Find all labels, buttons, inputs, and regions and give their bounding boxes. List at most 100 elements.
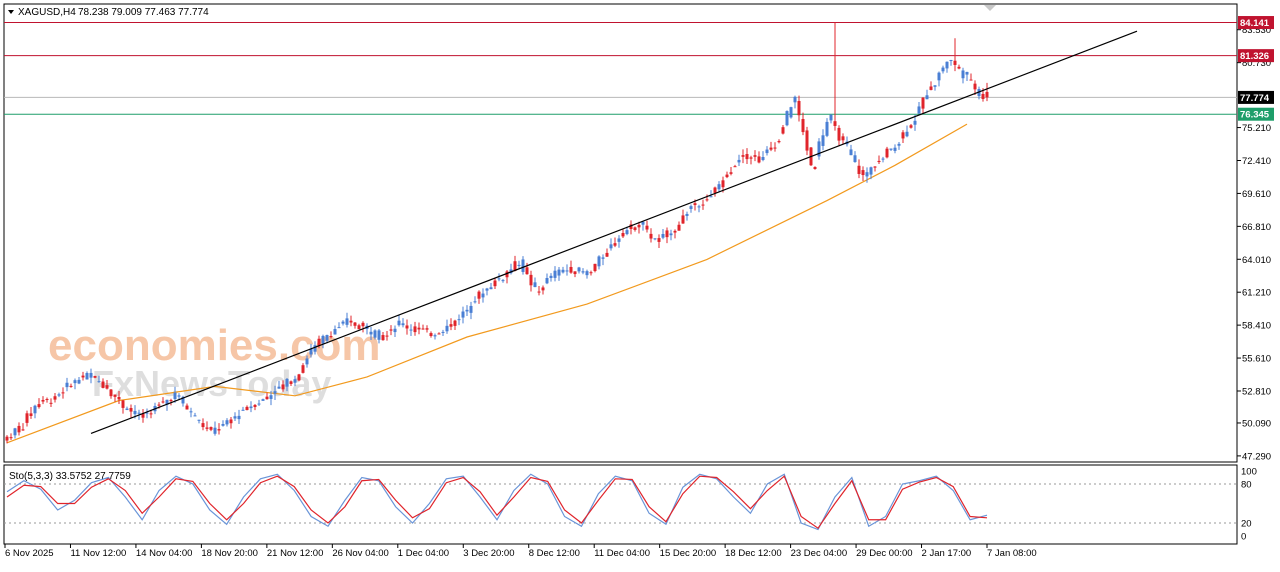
candle bbox=[961, 67, 965, 84]
candle-body bbox=[777, 141, 781, 143]
candle-body bbox=[57, 394, 61, 396]
candle bbox=[481, 288, 485, 303]
candle-body bbox=[677, 224, 681, 231]
candle-body bbox=[757, 156, 761, 163]
candle bbox=[545, 273, 549, 285]
candle-body bbox=[413, 326, 417, 333]
candle bbox=[121, 399, 125, 414]
candle-body bbox=[37, 404, 41, 408]
candle bbox=[801, 112, 805, 136]
candle bbox=[869, 166, 873, 180]
price-pane[interactable] bbox=[3, 3, 1238, 463]
candle bbox=[937, 71, 941, 87]
candle bbox=[57, 392, 61, 398]
candle bbox=[489, 282, 493, 290]
candle-body bbox=[401, 323, 405, 326]
candle bbox=[897, 141, 901, 150]
candle bbox=[357, 323, 361, 330]
chart-shift-marker-icon[interactable] bbox=[984, 5, 996, 11]
candle bbox=[933, 85, 937, 91]
candle-body bbox=[361, 322, 365, 327]
candle bbox=[401, 318, 405, 328]
candle-body bbox=[969, 79, 973, 81]
candle-body bbox=[537, 291, 541, 293]
candle bbox=[577, 266, 581, 274]
candle-body bbox=[897, 143, 901, 146]
candle-body bbox=[193, 415, 197, 417]
candle bbox=[433, 333, 437, 340]
x-tick-label: 18 Dec 12:00 bbox=[725, 548, 782, 559]
candle bbox=[757, 151, 761, 164]
candle bbox=[565, 264, 569, 276]
candle bbox=[469, 301, 473, 320]
candle-body bbox=[857, 165, 861, 174]
candle bbox=[277, 380, 281, 389]
stochastic-label: Sto(5,3,3) 33.5752 27.7759 bbox=[9, 471, 131, 482]
candle-body bbox=[429, 333, 433, 336]
candle-body bbox=[917, 106, 921, 114]
candle-body bbox=[909, 125, 913, 128]
candle bbox=[485, 287, 489, 296]
candle-body bbox=[293, 379, 297, 383]
stochastic-pane[interactable] bbox=[3, 464, 1238, 545]
candle-body bbox=[165, 399, 169, 405]
candle bbox=[429, 331, 433, 338]
candle-body bbox=[577, 267, 581, 272]
candle bbox=[105, 380, 109, 390]
candle-body bbox=[673, 230, 677, 233]
candle bbox=[877, 155, 881, 165]
candle bbox=[861, 166, 865, 182]
candle bbox=[165, 399, 169, 411]
candle-body bbox=[417, 327, 421, 330]
candle bbox=[217, 423, 221, 435]
candle-body bbox=[605, 252, 609, 257]
candle bbox=[309, 343, 313, 358]
candle bbox=[821, 129, 825, 151]
candle bbox=[37, 398, 41, 409]
candle bbox=[241, 406, 245, 411]
candle-body bbox=[257, 403, 261, 405]
y-tick-label: 50.090 bbox=[1242, 418, 1271, 429]
y-tick-label: 72.410 bbox=[1242, 156, 1271, 167]
candle bbox=[553, 266, 557, 282]
candle bbox=[889, 148, 893, 152]
candle bbox=[885, 146, 889, 159]
candle-body bbox=[245, 406, 249, 411]
candle bbox=[749, 155, 753, 165]
candle-body bbox=[285, 378, 289, 387]
candle bbox=[785, 110, 789, 127]
y-tick-label: 55.610 bbox=[1242, 354, 1271, 365]
y-tick-label: 75.210 bbox=[1242, 123, 1271, 134]
stochastic-tick-label: 80 bbox=[1241, 480, 1252, 491]
candle bbox=[285, 378, 289, 392]
candle bbox=[261, 398, 265, 401]
candle bbox=[677, 221, 681, 231]
candle-body bbox=[377, 330, 381, 340]
symbol-menu-icon[interactable] bbox=[8, 10, 14, 14]
candle-body bbox=[21, 429, 25, 431]
candle bbox=[321, 334, 325, 349]
candle bbox=[589, 270, 593, 276]
candle bbox=[77, 377, 81, 385]
candle-body bbox=[141, 413, 145, 418]
candle-body bbox=[97, 381, 101, 383]
candle bbox=[549, 273, 553, 282]
candle-body bbox=[253, 404, 257, 408]
candle bbox=[745, 148, 749, 164]
candle-body bbox=[953, 60, 957, 65]
candle-body bbox=[549, 275, 553, 278]
candle-body bbox=[25, 413, 29, 423]
candle-body bbox=[929, 86, 933, 90]
candle-body bbox=[317, 338, 321, 346]
candle bbox=[645, 220, 649, 233]
candle-body bbox=[289, 381, 293, 384]
support-trendline[interactable] bbox=[90, 30, 1138, 434]
candle-body bbox=[825, 121, 829, 136]
candle bbox=[681, 209, 685, 224]
candle bbox=[245, 405, 249, 411]
candle-body bbox=[493, 280, 497, 287]
candle-body bbox=[557, 269, 561, 276]
candle-body bbox=[637, 224, 641, 228]
candle bbox=[633, 226, 637, 232]
